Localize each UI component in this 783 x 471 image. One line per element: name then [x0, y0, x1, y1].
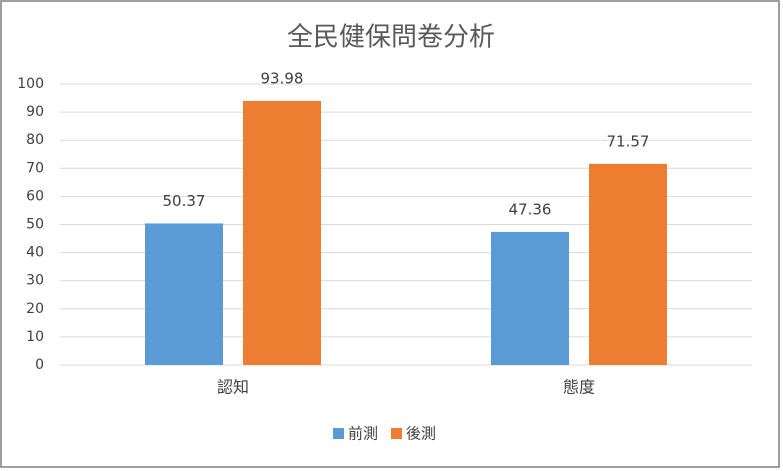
- data-label: 71.57: [607, 132, 650, 150]
- data-label: 93.98: [261, 69, 304, 87]
- bar: [243, 100, 321, 365]
- y-tick-label: 0: [35, 357, 44, 373]
- y-tick-label: 40: [26, 245, 44, 261]
- y-tick-label: 60: [26, 188, 44, 204]
- bar: [589, 163, 667, 365]
- y-tick-label: 80: [26, 132, 44, 148]
- x-tick-label: 態度: [563, 378, 595, 397]
- legend-swatch: [391, 428, 402, 439]
- y-tick-label: 10: [26, 329, 44, 345]
- data-label: 47.36: [509, 200, 552, 218]
- y-tick-label: 100: [17, 76, 44, 92]
- legend-label: 前測: [348, 425, 378, 443]
- y-tick-label: 50: [26, 217, 44, 233]
- data-label: 50.37: [163, 192, 206, 210]
- bar: [145, 223, 223, 365]
- y-tick-label: 20: [26, 301, 44, 317]
- y-tick-label: 90: [26, 104, 44, 120]
- chart-title: 全民健保問卷分析: [287, 23, 495, 53]
- legend-label: 後測: [406, 425, 436, 443]
- y-tick-label: 70: [26, 160, 44, 176]
- bar: [491, 231, 569, 365]
- legend-swatch: [333, 428, 344, 439]
- x-tick-label: 認知: [217, 378, 249, 397]
- y-tick-label: 30: [26, 273, 44, 289]
